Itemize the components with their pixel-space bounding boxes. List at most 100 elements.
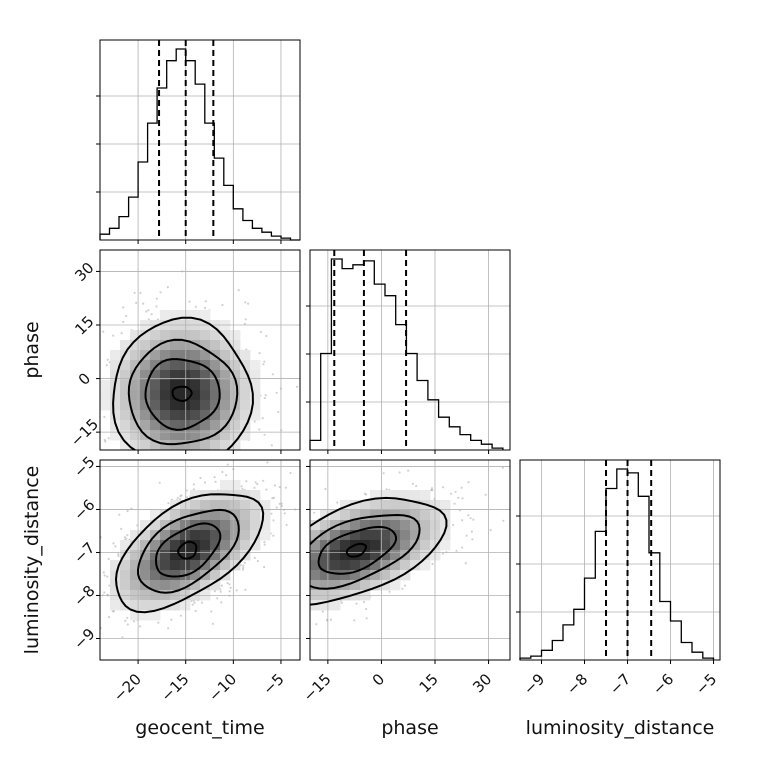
scatter-point xyxy=(25,299,27,301)
x-tick-label-geocent-time: −15 xyxy=(157,670,192,705)
scatter-point xyxy=(170,618,173,621)
scatter-point xyxy=(261,575,263,577)
scatter-point xyxy=(461,546,464,549)
density-cell xyxy=(160,350,171,361)
density-cell xyxy=(170,350,181,361)
scatter-point xyxy=(298,538,300,540)
density-cell xyxy=(170,540,181,551)
scatter-point xyxy=(294,613,296,615)
scatter-point xyxy=(245,598,247,600)
scatter-point xyxy=(304,576,306,578)
density-cell xyxy=(190,570,201,581)
density-cell xyxy=(150,610,161,621)
scatter-point xyxy=(289,471,292,475)
density-cell xyxy=(230,440,241,450)
scatter-point xyxy=(103,438,106,442)
scatter-point xyxy=(203,481,207,484)
density-cell xyxy=(250,500,261,511)
density-cell xyxy=(110,350,121,361)
scatter-point xyxy=(291,563,293,565)
scatter-point xyxy=(245,480,248,483)
density-cell xyxy=(230,410,241,421)
scatter-point xyxy=(262,479,265,482)
density-cell xyxy=(360,580,371,591)
density-cell xyxy=(200,440,211,450)
scatter-point xyxy=(281,524,283,526)
scatter-point xyxy=(155,297,158,300)
histogram-phase xyxy=(306,250,504,450)
density-cell xyxy=(130,600,141,611)
density-cell xyxy=(260,510,271,521)
density-cell xyxy=(380,550,391,561)
density-cell xyxy=(130,540,141,551)
density-cell xyxy=(180,420,191,431)
density-cell xyxy=(230,340,241,351)
scatter-point xyxy=(112,610,116,613)
scatter-point xyxy=(79,570,81,572)
density-cell xyxy=(190,380,201,391)
scatter-point xyxy=(273,596,275,598)
density-cell xyxy=(200,550,211,561)
density-cell xyxy=(120,420,131,431)
density-cell xyxy=(180,440,191,450)
density-cell xyxy=(190,330,201,341)
density-cell xyxy=(190,560,201,571)
scatter-point xyxy=(297,584,299,586)
density-cell xyxy=(420,530,431,541)
panel-frame-2-0 xyxy=(99,459,301,661)
scatter-point xyxy=(460,486,463,489)
scatter-point xyxy=(431,489,434,492)
scatter-point xyxy=(261,417,264,420)
scatter-point xyxy=(302,567,304,569)
scatter-point xyxy=(277,581,279,583)
scatter-point xyxy=(292,493,294,495)
scatter-point xyxy=(304,588,306,590)
density-cell xyxy=(330,560,341,571)
density-cell xyxy=(410,490,421,501)
scatter-point xyxy=(148,469,150,471)
scatter-point xyxy=(340,601,343,604)
density-cell xyxy=(200,390,211,401)
scatter-point xyxy=(301,597,303,599)
scatter-point xyxy=(407,469,410,472)
density-cell xyxy=(210,580,221,591)
density-cell xyxy=(160,580,171,591)
density-cell xyxy=(160,600,171,611)
scatter-point xyxy=(102,330,105,333)
scatter-point xyxy=(213,590,216,593)
scatter-point xyxy=(398,471,401,474)
contour-level-4 xyxy=(345,542,368,558)
y-tick-label-phase: 15 xyxy=(71,312,97,338)
scatter-point xyxy=(297,563,299,565)
scatter-point xyxy=(304,610,306,612)
scatter-point xyxy=(388,590,391,593)
density-cell xyxy=(200,340,211,351)
density-cell xyxy=(200,310,211,321)
scatter-point xyxy=(401,587,404,590)
density-cell xyxy=(110,580,121,591)
density-cell xyxy=(130,610,141,621)
density-cell xyxy=(150,370,161,381)
scatter-point xyxy=(286,591,288,593)
density-cell xyxy=(170,370,181,381)
density-cell xyxy=(310,600,321,611)
density-cell xyxy=(440,500,451,511)
density-cell xyxy=(320,520,331,531)
density-cell xyxy=(120,410,131,421)
scatter-point xyxy=(306,554,308,556)
density-cell xyxy=(230,370,241,381)
scatter-point xyxy=(308,585,310,587)
scatter-point xyxy=(472,518,475,521)
scatter-point xyxy=(301,526,303,528)
density-cell xyxy=(410,510,421,521)
density-cell xyxy=(250,360,261,371)
scatter-point xyxy=(321,610,324,613)
scatter-point xyxy=(112,542,115,545)
density-cell xyxy=(130,560,141,571)
density-cell xyxy=(230,560,241,571)
density-cell xyxy=(250,510,261,521)
density-cell xyxy=(380,520,391,531)
scatter-point xyxy=(307,560,309,562)
scatter-point xyxy=(254,481,257,484)
scatter-point xyxy=(118,513,121,516)
